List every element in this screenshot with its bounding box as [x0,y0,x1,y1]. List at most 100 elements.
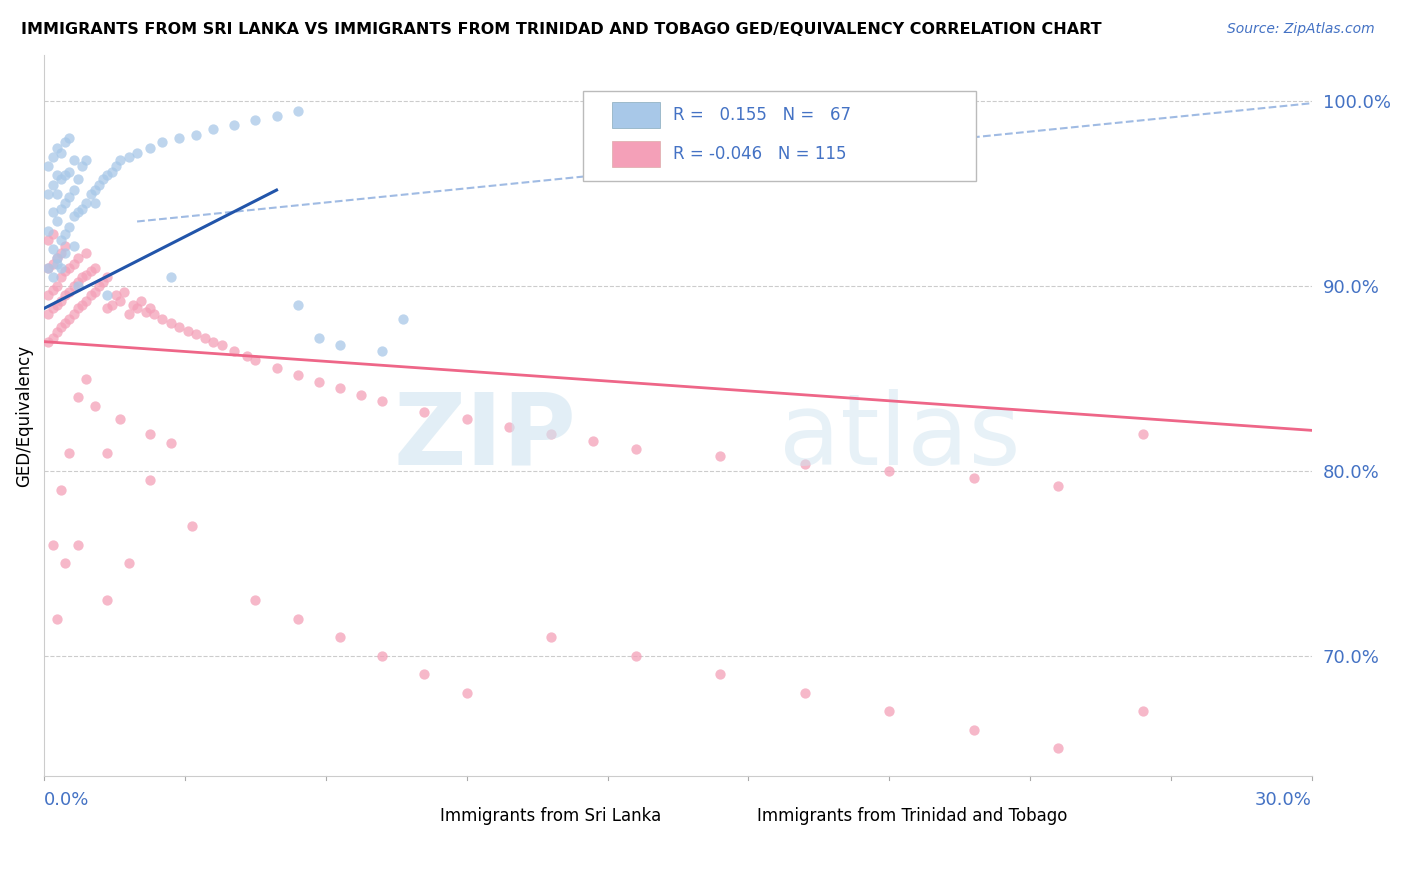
Point [49,319,72,334]
Point [108,153,131,168]
Point [58,285,80,299]
Point [169,319,191,334]
Point [96,288,118,302]
Point [37,334,59,349]
Point [87,279,110,293]
Point [202,122,225,136]
Point [139,140,162,154]
Point [96,593,118,607]
Point [58,220,80,235]
Point [37,159,59,173]
Point [53,316,76,330]
Point [350,388,373,402]
Text: Source: ZipAtlas.com: Source: ZipAtlas.com [1227,22,1375,37]
Point [96,301,118,316]
Point [49,483,72,497]
Point [456,686,478,700]
Point [100,298,122,312]
Point [53,135,76,149]
Text: R = -0.046   N = 115: R = -0.046 N = 115 [673,145,846,163]
Point [456,412,478,426]
Point [53,238,76,252]
Point [49,202,72,216]
Text: R =   0.155   N =   67: R = 0.155 N = 67 [673,106,851,124]
Point [793,457,815,471]
Point [91,276,114,290]
Point [75,246,97,260]
Point [117,150,139,164]
FancyBboxPatch shape [612,102,661,128]
Point [245,353,267,368]
Point [53,227,76,242]
Point [45,298,67,312]
Point [66,205,89,219]
Point [66,172,89,186]
Point [83,183,105,197]
Point [58,260,80,275]
Point [266,360,288,375]
Y-axis label: GED/Equivalency: GED/Equivalency [15,344,32,487]
Point [75,153,97,168]
Point [540,631,562,645]
Point [96,269,118,284]
Point [62,307,84,321]
Point [963,471,986,485]
Point [371,393,394,408]
Point [392,312,415,326]
Point [49,172,72,186]
Point [83,285,105,299]
Point [37,233,59,247]
Point [287,612,309,626]
Point [45,252,67,266]
Point [152,312,174,326]
Point [181,519,204,533]
Point [236,350,259,364]
Point [49,269,72,284]
Point [308,331,330,345]
Point [83,400,105,414]
Point [37,288,59,302]
Point [70,269,93,284]
Point [75,371,97,385]
Point [329,381,352,395]
Point [45,252,67,266]
Point [62,238,84,252]
Point [91,172,114,186]
Point [66,279,89,293]
Point [709,667,731,681]
Point [70,202,93,216]
Point [66,390,89,404]
Point [287,368,309,382]
Point [49,293,72,308]
Point [160,269,183,284]
Point [45,612,67,626]
Point [582,434,605,449]
Point [329,631,352,645]
Point [62,209,84,223]
Point [62,183,84,197]
Point [540,427,562,442]
Point [49,146,72,161]
Point [963,723,986,737]
Point [1047,741,1070,756]
Point [139,301,162,316]
Point [70,298,93,312]
Point [53,169,76,183]
Text: 30.0%: 30.0% [1256,791,1312,809]
Point [41,538,63,552]
Point [41,227,63,242]
Point [224,119,246,133]
Text: ZIP: ZIP [394,389,576,486]
Point [152,135,174,149]
Point [100,164,122,178]
Point [224,343,246,358]
Point [58,445,80,459]
Text: Immigrants from Sri Lanka: Immigrants from Sri Lanka [440,807,661,825]
Point [58,131,80,145]
Point [75,268,97,282]
Point [58,164,80,178]
Text: IMMIGRANTS FROM SRI LANKA VS IMMIGRANTS FROM TRINIDAD AND TOBAGO GED/EQUIVALENCY: IMMIGRANTS FROM SRI LANKA VS IMMIGRANTS … [21,22,1102,37]
Point [879,704,901,718]
Point [125,301,148,316]
Point [53,557,76,571]
